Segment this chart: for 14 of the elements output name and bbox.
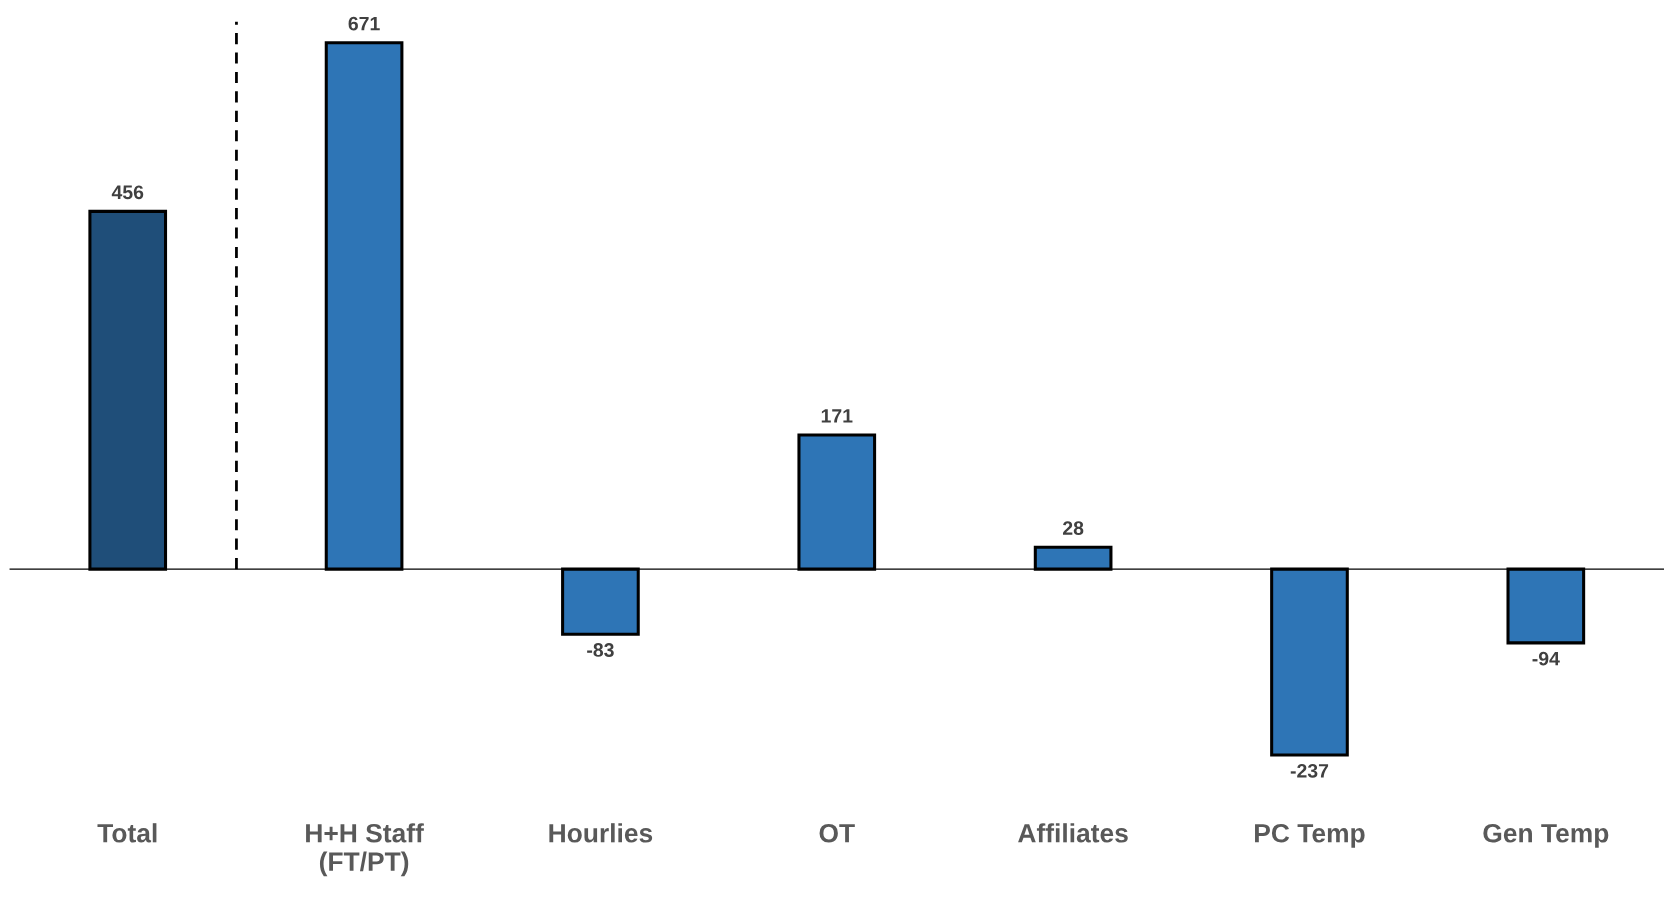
x-tick-label: Affiliates: [1018, 823, 1128, 843]
data-label: 171: [821, 409, 853, 423]
data-label: -83: [587, 643, 614, 657]
x-tick-label: H+H Staff (FT/PT): [306, 823, 424, 877]
x-tick-label: OT: [819, 823, 855, 843]
x-tick-label: Gen Temp: [1483, 823, 1609, 848]
x-tick-label: Hourlies: [549, 823, 653, 843]
x-tick-label: Total: [97, 823, 157, 843]
x-tick-label: PC Temp: [1255, 823, 1365, 848]
data-label: -237: [1290, 763, 1329, 778]
data-label: 671: [348, 16, 380, 31]
data-label: 28: [1062, 521, 1084, 535]
data-label: -94: [1532, 651, 1560, 666]
data-label: 456: [111, 185, 144, 200]
